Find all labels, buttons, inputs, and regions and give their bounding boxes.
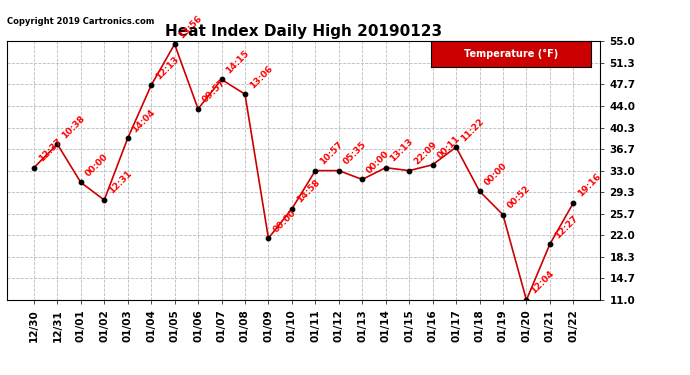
Text: 14:15: 14:15 (224, 49, 251, 75)
Text: 14:58: 14:58 (295, 178, 322, 205)
Point (544, 241, 555, 247)
Point (427, 162, 438, 168)
Point (146, 82, 157, 88)
Point (310, 168, 321, 174)
Point (497, 212, 509, 218)
Point (333, 168, 344, 174)
Text: 12:13: 12:13 (154, 55, 181, 81)
Text: 12:31: 12:31 (107, 169, 134, 196)
Text: 13:06: 13:06 (248, 63, 274, 90)
Text: 11:22: 11:22 (459, 116, 486, 143)
Point (263, 235, 274, 241)
Point (122, 135, 133, 141)
Point (380, 165, 391, 171)
Text: 13:56: 13:56 (177, 13, 204, 40)
Point (216, 76, 227, 82)
Text: 09:57: 09:57 (201, 78, 228, 105)
Text: 10:57: 10:57 (318, 140, 345, 166)
Point (52, 141, 63, 147)
Point (568, 200, 579, 206)
Point (286, 206, 297, 212)
Text: 22:09: 22:09 (412, 140, 439, 166)
Text: Copyright 2019 Cartronics.com: Copyright 2019 Cartronics.com (7, 17, 155, 26)
Point (521, 297, 532, 303)
Text: 13:13: 13:13 (388, 137, 415, 164)
Point (75, 179, 86, 185)
Text: 00:00: 00:00 (83, 152, 110, 178)
Point (357, 177, 368, 183)
Point (474, 188, 485, 194)
Text: 00:00: 00:00 (482, 161, 509, 187)
Text: 00:00: 00:00 (365, 149, 391, 175)
Point (239, 91, 250, 97)
Point (451, 144, 462, 150)
Point (169, 41, 180, 47)
Text: 12:37: 12:37 (37, 137, 63, 164)
Point (193, 106, 204, 112)
Text: 00:11: 00:11 (435, 134, 462, 160)
Title: Heat Index Daily High 20190123: Heat Index Daily High 20190123 (165, 24, 442, 39)
Text: 14:04: 14:04 (130, 107, 157, 134)
Text: 05:35: 05:35 (342, 140, 368, 166)
Point (28, 165, 39, 171)
Text: 10:38: 10:38 (60, 114, 87, 140)
Text: 19:16: 19:16 (576, 172, 603, 199)
Point (99, 197, 110, 203)
Text: 12:27: 12:27 (553, 213, 580, 240)
Point (404, 168, 415, 174)
Text: 00:00: 00:00 (271, 208, 297, 234)
Text: 12:04: 12:04 (529, 269, 556, 296)
Text: 00:52: 00:52 (506, 184, 532, 211)
